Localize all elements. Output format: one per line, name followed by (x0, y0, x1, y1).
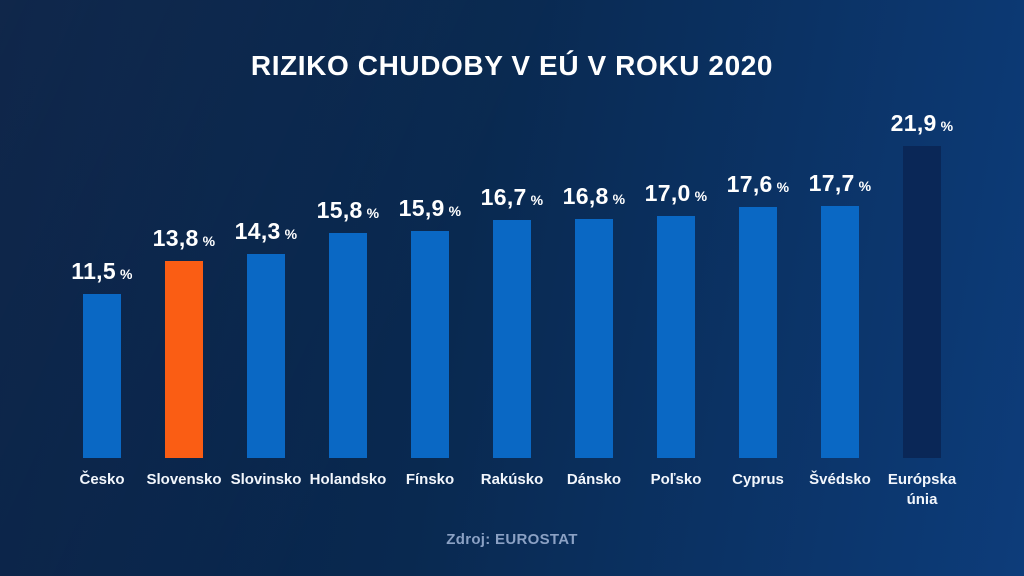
value-unit: % (448, 203, 462, 220)
value-unit: % (366, 204, 380, 221)
category-label-slovinsko: Slovinsko (230, 471, 302, 488)
bar-column-finsko: 15,9% (389, 195, 471, 458)
category-label-europska-unia: Európska únia (887, 471, 957, 508)
value-label-cyprus: 17,6% (727, 171, 790, 198)
value-label-slovensko: 13,8% (153, 225, 216, 252)
value-unit: % (202, 233, 216, 250)
bar-finsko (411, 231, 449, 458)
value-number: 17,7 (808, 169, 855, 196)
value-label-rakusko: 16,7% (481, 184, 544, 211)
value-unit: % (530, 192, 544, 208)
bar-column-holandsko: 15,8% (307, 197, 389, 458)
bar-svedsko (821, 205, 859, 458)
category-label-polsko: Poľsko (650, 471, 702, 488)
bars-row: 11,5% 13,8% 14,3% 15,8% 15,9% 16,7% 16,8% 17,0%… (61, 110, 963, 458)
value-number: 13,8 (152, 225, 199, 252)
bar-dansko (575, 218, 613, 458)
value-unit: % (612, 190, 626, 207)
value-unit: % (940, 117, 954, 134)
value-label-finsko: 15,9% (399, 195, 462, 222)
bar-column-polsko: 17,0% (635, 180, 717, 458)
value-number: 21,9 (890, 109, 937, 136)
bar-rakusko (493, 220, 531, 458)
value-unit: % (284, 226, 298, 243)
value-label-holandsko: 15,8% (317, 197, 380, 224)
bar-column-dansko: 16,8% (553, 183, 635, 458)
value-label-cesko: 11,5% (71, 258, 132, 285)
bar-slovensko (165, 261, 203, 458)
value-unit: % (694, 187, 708, 204)
value-number: 14,3 (234, 218, 281, 245)
category-label-dansko: Dánsko (566, 471, 622, 488)
value-number: 17,0 (644, 179, 691, 206)
value-number: 16,7 (480, 184, 527, 210)
bar-polsko (657, 215, 695, 458)
category-label-holandsko: Holandsko (309, 471, 387, 488)
bar-column-rakusko: 16,7% (471, 184, 553, 458)
value-unit: % (776, 179, 790, 196)
category-label-slovensko: Slovensko (146, 471, 222, 488)
category-label-svedsko: Švédsko (809, 471, 871, 488)
bar-holandsko (329, 232, 367, 458)
bar-cesko (83, 294, 121, 458)
value-unit: % (119, 266, 133, 283)
bar-column-cyprus: 17,6% (717, 171, 799, 458)
chart-title: RIZIKO CHUDOBY V EÚ V ROKU 2020 (250, 50, 774, 81)
value-label-dansko: 16,8% (563, 183, 626, 210)
value-unit: % (858, 177, 872, 194)
value-label-slovinsko: 14,3% (235, 218, 298, 245)
bar-column-slovinsko: 14,3% (225, 218, 307, 458)
category-label-cesko: Česko (79, 471, 125, 488)
category-labels-row: Česko Slovensko Slovinsko Holandsko Fínsko Ra… (61, 470, 963, 509)
bar-column-cesko: 11,5% (61, 258, 143, 458)
value-number: 15,9 (398, 195, 445, 222)
value-number: 11,5 (71, 258, 116, 285)
bar-column-svedsko: 17,7% (799, 170, 881, 458)
value-number: 15,8 (316, 196, 363, 223)
bar-column-slovensko: 13,8% (143, 225, 225, 458)
bar-column-europska-unia: 21,9% (881, 110, 963, 458)
value-label-europska-unia: 21,9% (891, 110, 954, 137)
category-label-rakusko: Rakúsko (480, 471, 544, 488)
value-label-svedsko: 17,7% (809, 170, 872, 197)
value-number: 17,6 (726, 171, 773, 198)
value-number: 16,8 (562, 182, 609, 209)
category-label-finsko: Fínsko (405, 471, 455, 488)
category-label-cyprus: Cyprus (732, 471, 784, 488)
source-credit: Zdroj: EUROSTAT (446, 531, 578, 548)
bar-europska-unia (903, 145, 941, 458)
bar-cyprus (739, 207, 777, 458)
bar-slovinsko (247, 254, 285, 458)
value-label-polsko: 17,0% (645, 180, 708, 207)
